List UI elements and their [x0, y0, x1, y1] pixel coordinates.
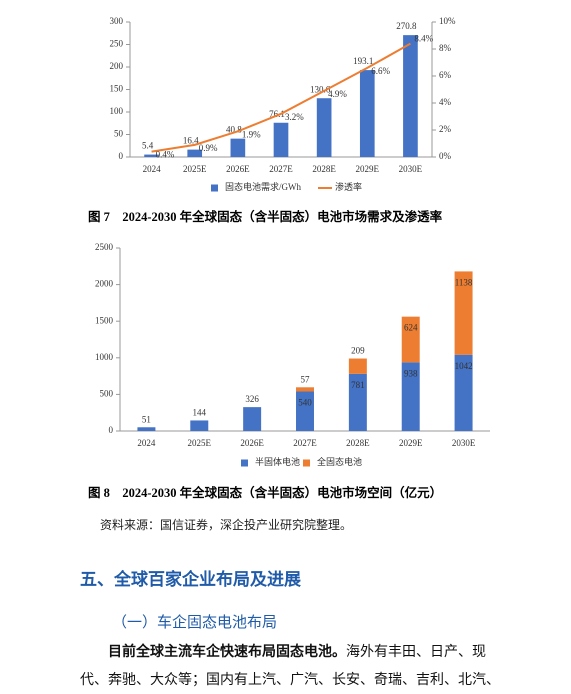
value-label: 540 — [298, 398, 312, 408]
bar — [273, 122, 289, 157]
y-tick-label: 1500 — [95, 315, 114, 325]
y-tick-label: 100 — [110, 106, 124, 116]
y-tick-label: 200 — [110, 61, 124, 71]
legend-label: 渗透率 — [335, 181, 362, 192]
y-tick-label: 0 — [109, 425, 114, 435]
y2-tick-label: 4% — [439, 97, 452, 107]
value-label: 0.9% — [199, 143, 218, 153]
value-label: 76.1 — [269, 109, 285, 119]
x-tick-label: 2025E — [188, 438, 212, 448]
x-tick-label: 2026E — [226, 164, 250, 174]
figure-caption: 图 8 2024-2030 年全球固态（含半固态）电池市场空间（亿元） — [88, 485, 442, 500]
value-label: 1138 — [455, 277, 473, 287]
y-tick-label: 1000 — [95, 352, 114, 362]
y-tick-label: 2000 — [95, 279, 114, 289]
y-tick-label: 250 — [110, 39, 124, 49]
bar-segment — [348, 358, 367, 374]
x-tick-label: 2027E — [293, 438, 317, 448]
value-label: 40.8 — [226, 125, 242, 135]
value-label: 5.4 — [142, 141, 154, 151]
legend-symbol — [241, 459, 248, 467]
y-tick-label: 500 — [100, 388, 114, 398]
y2-tick-label: 10% — [439, 16, 456, 26]
bar-segment — [454, 271, 473, 355]
line — [151, 42, 411, 153]
y-tick-label: 300 — [110, 16, 124, 26]
bar — [359, 70, 375, 157]
bar-segment — [296, 387, 314, 392]
x-tick-label: 2027E — [269, 164, 293, 174]
bar — [403, 35, 418, 157]
value-label: 57 — [301, 374, 311, 384]
paragraph-lead: 目前全球主流车企快速布局固态电池。 — [108, 644, 346, 660]
bar-segment — [401, 316, 420, 363]
section-heading: 五、全球百家企业布局及进展 — [80, 570, 301, 590]
x-tick-label: 2028E — [312, 164, 336, 174]
y-tick-label: 50 — [114, 129, 124, 139]
value-label: 624 — [404, 323, 418, 333]
x-tick-label: 2029E — [399, 438, 423, 448]
bar-segment — [243, 407, 262, 431]
legend-label: 固态电池需求/GWh — [225, 181, 301, 192]
y-tick-label: 2500 — [95, 242, 114, 252]
value-label: 51 — [142, 414, 151, 424]
x-tick-label: 2024 — [137, 438, 156, 448]
figure-caption: 图 7 2024-2030 年全球固态（含半固态）电池市场需求及渗透率 — [88, 209, 443, 224]
bar-segment — [348, 373, 367, 431]
x-tick-label: 2030E — [452, 438, 476, 448]
value-label: 1.9% — [242, 129, 261, 139]
paragraph: 目前全球主流车企快速布局固态电池。海外有丰田、日产、现代、奔驰、大众等；国内有上… — [80, 638, 500, 694]
bar-segment — [401, 362, 420, 431]
value-label: 209 — [351, 346, 365, 356]
subsection-heading: （一）车企固态电池布局 — [112, 613, 278, 631]
legend-label: 全固态电池 — [317, 456, 362, 467]
value-label: 1042 — [455, 361, 473, 371]
charts: 0 50 100 150 200 250 300 0% 2% 4% 6% 8% 10% 2024 2025E… — [88, 16, 490, 500]
value-label: 8.4% — [414, 34, 433, 44]
legend-label: 半固体电池 — [255, 456, 300, 467]
y-tick-label: 150 — [110, 84, 124, 94]
bar-segment — [137, 427, 156, 431]
y2-tick-label: 2% — [439, 124, 452, 134]
value-label: 130.6 — [310, 84, 331, 94]
x-tick-label: 2028E — [346, 438, 370, 448]
bar-segment — [190, 420, 209, 431]
value-label: 144 — [193, 408, 207, 418]
y2-tick-label: 8% — [439, 43, 452, 53]
value-label: 938 — [404, 368, 418, 378]
y2-tick-label: 0% — [439, 151, 452, 161]
bar — [230, 138, 246, 157]
x-tick-label: 2029E — [356, 164, 380, 174]
value-label: 781 — [351, 380, 365, 390]
x-tick-label: 2025E — [183, 164, 207, 174]
bar — [144, 154, 159, 157]
bar — [316, 98, 332, 157]
bar — [187, 149, 203, 157]
value-label: 4.9% — [328, 89, 347, 99]
source-note: 资料来源：国信证券，深企投产业研究院整理。 — [100, 518, 353, 532]
bar-segment — [454, 354, 473, 431]
x-tick-label: 2026E — [240, 438, 264, 448]
value-label: 270.8 — [396, 21, 417, 31]
value-label: 3.2% — [285, 112, 304, 122]
y2-tick-label: 6% — [439, 70, 452, 80]
y-tick-label: 0 — [119, 151, 124, 161]
x-tick-label: 2030E — [399, 164, 423, 174]
value-label: 16.4 — [183, 136, 199, 146]
legend-symbol — [211, 184, 218, 192]
value-label: 326 — [245, 394, 259, 404]
bar-segment — [296, 391, 314, 431]
value-label: 6.6% — [371, 66, 390, 76]
paragraph-text: 海外有丰田、日产、现代、奔驰、大众等；国内有上汽、广汽、长安、奇瑞、吉利、北汽、… — [80, 644, 500, 688]
value-label: 193.1 — [353, 56, 373, 66]
value-label: 0.4% — [156, 150, 175, 160]
legend-symbol — [303, 459, 310, 467]
x-tick-label: 2024 — [143, 164, 162, 174]
